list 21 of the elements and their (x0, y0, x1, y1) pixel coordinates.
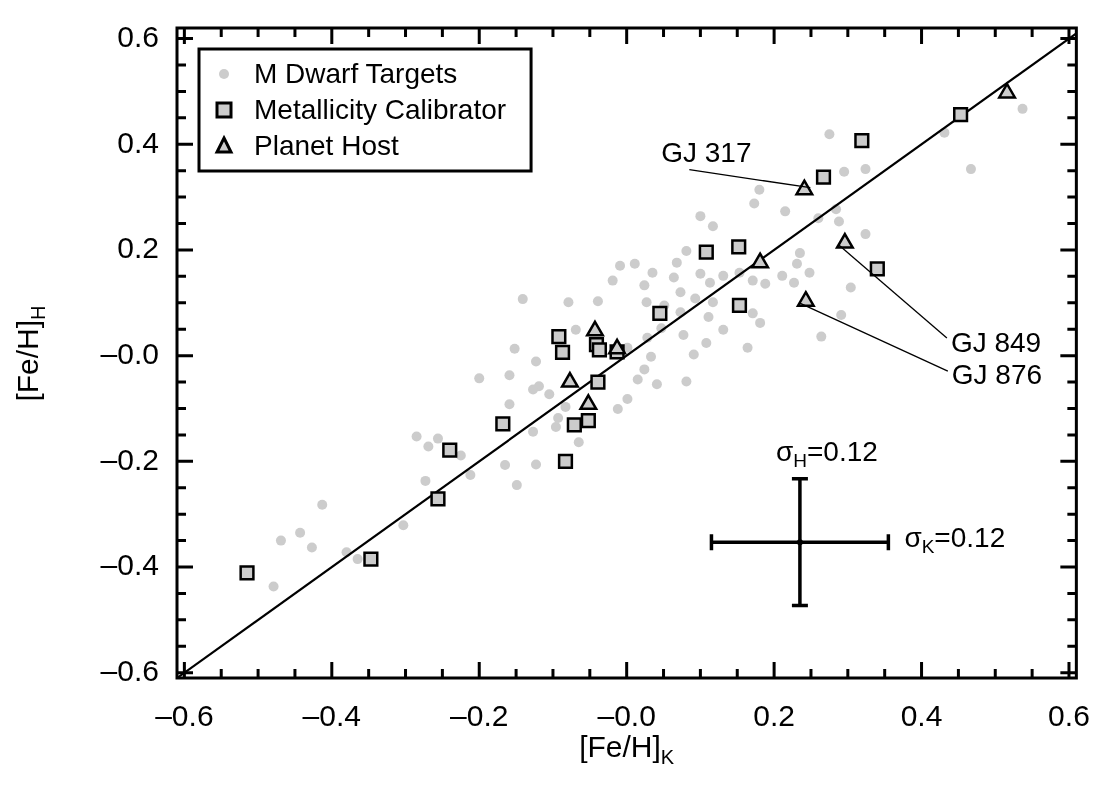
x-tick-label: –0.2 (450, 699, 509, 733)
legend-label: Metallicity Calibrator (254, 93, 507, 125)
legend-label: M Dwarf Targets (254, 57, 458, 89)
y-tick-label: 0.2 (117, 231, 159, 265)
x-axis-title: [Fe/H]$_{K}$ (579, 730, 675, 769)
y-tick-label: 0.6 (117, 19, 159, 53)
y-tick-label: –0.6 (100, 653, 159, 687)
x-tick-label: 0.4 (900, 699, 943, 733)
y-tick-label: –0.4 (100, 548, 159, 582)
annotation: GJ 317 (661, 137, 752, 169)
annotation: GJ 849 (950, 326, 1042, 358)
x-tick-label: –0.4 (302, 699, 361, 733)
x-tick-label: –0.6 (155, 699, 214, 733)
y-tick-label: 0.4 (117, 125, 159, 159)
x-tick-label: 0.2 (753, 699, 795, 733)
x-tick-label: –0.0 (597, 699, 656, 733)
y-tick-label: –0.0 (100, 336, 159, 370)
annotation: GJ 876 (951, 358, 1043, 390)
x-tick-label: 0.6 (1048, 699, 1090, 733)
y-tick-label: –0.2 (100, 442, 159, 476)
legend-label: Planet Host (254, 129, 399, 161)
